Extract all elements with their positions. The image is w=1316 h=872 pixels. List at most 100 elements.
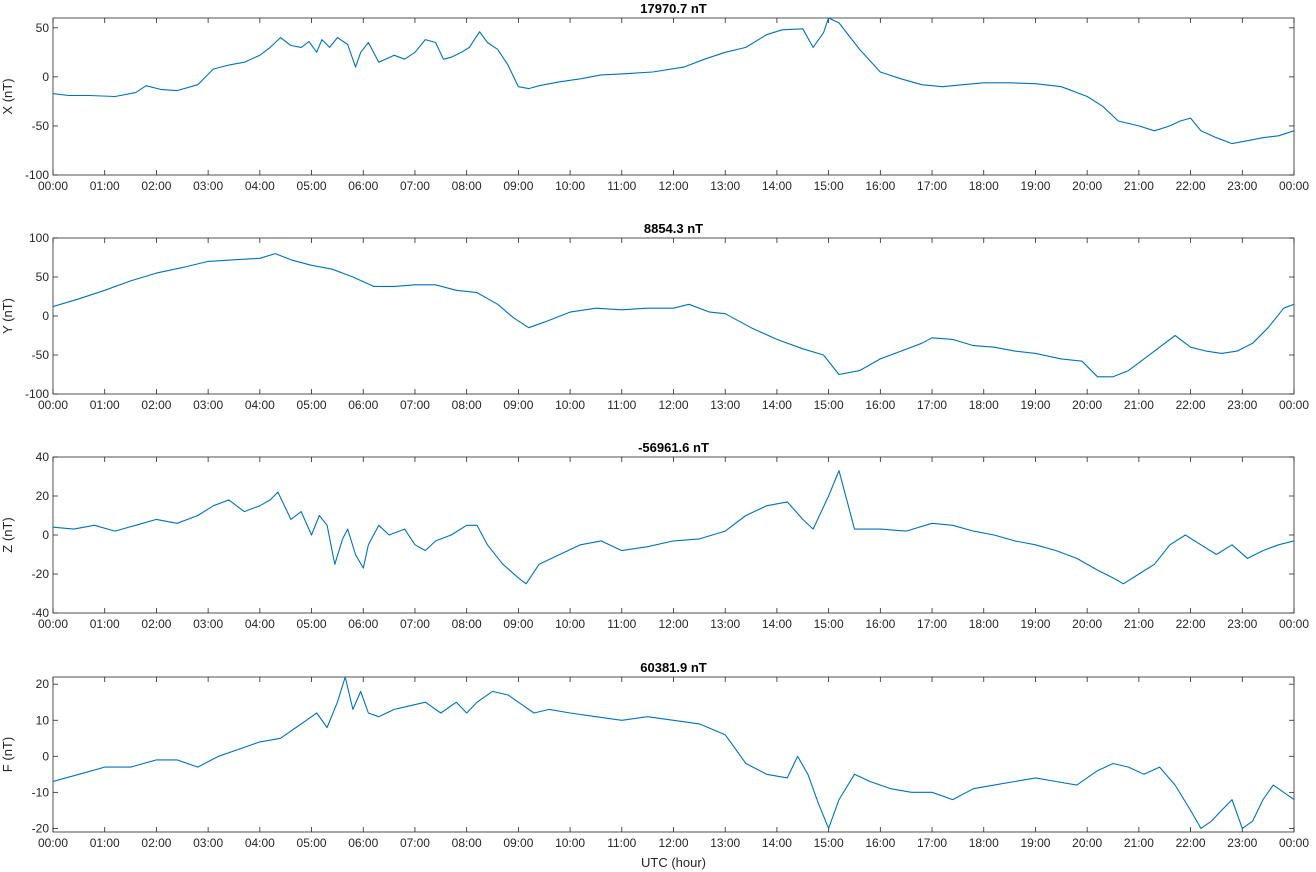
x-tick-label: 23:00: [1227, 179, 1257, 193]
x-tick-label: 20:00: [1072, 617, 1102, 631]
y-tick-label: 0: [42, 528, 49, 542]
x-tick-label: 08:00: [452, 398, 482, 412]
x-tick-label: 08:00: [452, 836, 482, 850]
x-tick-label: 02:00: [141, 179, 171, 193]
x-tick-label: 00:00: [1279, 617, 1309, 631]
y-tick-label: -20: [32, 567, 50, 581]
x-tick-label: 08:00: [452, 617, 482, 631]
x-tick-label: 15:00: [814, 179, 844, 193]
x-tick-label: 05:00: [297, 398, 327, 412]
y-tick-label: -50: [32, 348, 50, 362]
x-tick-label: 18:00: [969, 179, 999, 193]
x-tick-label: 10:00: [555, 179, 585, 193]
y-tick-label: -50: [32, 119, 50, 133]
x-tick-label: 07:00: [400, 179, 430, 193]
x-tick-label: 14:00: [762, 179, 792, 193]
plot-area: [52, 456, 1295, 614]
x-tick-label: 17:00: [917, 179, 947, 193]
x-tick-label: 04:00: [245, 836, 275, 850]
x-tick-label: 20:00: [1072, 836, 1102, 850]
y-tick-label: -20: [32, 821, 50, 835]
plot-area: [52, 676, 1295, 833]
x-tick-label: 17:00: [917, 617, 947, 631]
x-tick-label: 19:00: [1020, 617, 1050, 631]
panel-title: 17970.7 nT: [640, 1, 707, 16]
x-tick-label: 19:00: [1020, 398, 1050, 412]
x-tick-label: 15:00: [814, 617, 844, 631]
x-tick-label: 10:00: [555, 398, 585, 412]
x-tick-label: 06:00: [348, 836, 378, 850]
y-tick-label: -10: [32, 785, 50, 799]
x-tick-label: 00:00: [38, 398, 68, 412]
series-line: [53, 470, 1294, 585]
x-tick-label: 00:00: [38, 836, 68, 850]
x-tick-label: 01:00: [90, 179, 120, 193]
x-tick-label: 13:00: [710, 398, 740, 412]
x-tick-label: 17:00: [917, 398, 947, 412]
x-tick-label: 16:00: [865, 398, 895, 412]
x-tick-label: 22:00: [1176, 836, 1206, 850]
x-tick-label: 04:00: [245, 179, 275, 193]
x-tick-label: 21:00: [1124, 179, 1154, 193]
y-tick-label: 100: [29, 231, 49, 245]
y-tick-label: 50: [36, 270, 50, 284]
x-tick-label: 22:00: [1176, 617, 1206, 631]
series-line: [53, 18, 1294, 145]
y-tick-label: -40: [32, 606, 50, 620]
y-axis-label: F (nT): [0, 737, 15, 772]
x-tick-label: 09:00: [503, 617, 533, 631]
y-tick-label: 20: [36, 489, 50, 503]
x-tick-label: 13:00: [710, 617, 740, 631]
y-tick-label: 20: [36, 677, 50, 691]
y-axis-label: Z (nT): [0, 517, 15, 552]
x-tick-label: 18:00: [969, 617, 999, 631]
x-tick-label: 10:00: [555, 836, 585, 850]
x-tick-label: 09:00: [503, 836, 533, 850]
panel-title: 60381.9 nT: [640, 660, 707, 675]
x-tick-label: 18:00: [969, 398, 999, 412]
y-tick-label: -100: [25, 168, 49, 182]
x-tick-label: 01:00: [90, 398, 120, 412]
x-tick-label: 11:00: [607, 179, 636, 193]
x-tick-label: 14:00: [762, 617, 792, 631]
x-tick-label: 00:00: [1279, 836, 1309, 850]
x-tick-label: 22:00: [1176, 179, 1206, 193]
x-tick-label: 10:00: [555, 617, 585, 631]
x-tick-label: 08:00: [452, 179, 482, 193]
x-tick-label: 05:00: [297, 179, 327, 193]
x-tick-label: 02:00: [141, 617, 171, 631]
x-tick-label: 03:00: [193, 617, 223, 631]
x-tick-label: 01:00: [90, 836, 120, 850]
x-tick-label: 22:00: [1176, 398, 1206, 412]
x-tick-label: 11:00: [607, 617, 636, 631]
panel-title: -56961.6 nT: [638, 440, 709, 455]
x-tick-label: 02:00: [141, 398, 171, 412]
x-tick-label: 16:00: [865, 836, 895, 850]
x-tick-label: 07:00: [400, 617, 430, 631]
y-axis-label: Y (nT): [0, 298, 15, 334]
x-tick-label: 05:00: [297, 836, 327, 850]
x-tick-label: 12:00: [658, 836, 688, 850]
x-tick-label: 00:00: [1279, 179, 1309, 193]
x-tick-label: 18:00: [969, 836, 999, 850]
x-tick-label: 21:00: [1124, 398, 1154, 412]
y-tick-label: 0: [42, 70, 49, 84]
panel-1: 00:00 01:00 02:00 03:00 04:00 05:00 06:00 07:00…: [0, 1, 1309, 193]
x-tick-label: 14:00: [762, 398, 792, 412]
y-tick-label: -100: [25, 387, 49, 401]
x-tick-label: 06:00: [348, 179, 378, 193]
x-tick-label: 05:00: [297, 617, 327, 631]
x-tick-label: 13:00: [710, 179, 740, 193]
x-tick-label: 23:00: [1227, 836, 1257, 850]
x-tick-label: 19:00: [1020, 179, 1050, 193]
x-tick-label: 03:00: [193, 179, 223, 193]
y-tick-label: 10: [36, 713, 50, 727]
x-tick-label: 17:00: [917, 836, 947, 850]
panel-title: 8854.3 nT: [644, 221, 703, 236]
y-tick-label: 0: [42, 309, 49, 323]
x-tick-label: 21:00: [1124, 617, 1154, 631]
x-tick-label: 13:00: [710, 836, 740, 850]
x-tick-label: 16:00: [865, 617, 895, 631]
x-tick-label: 19:00: [1020, 836, 1050, 850]
